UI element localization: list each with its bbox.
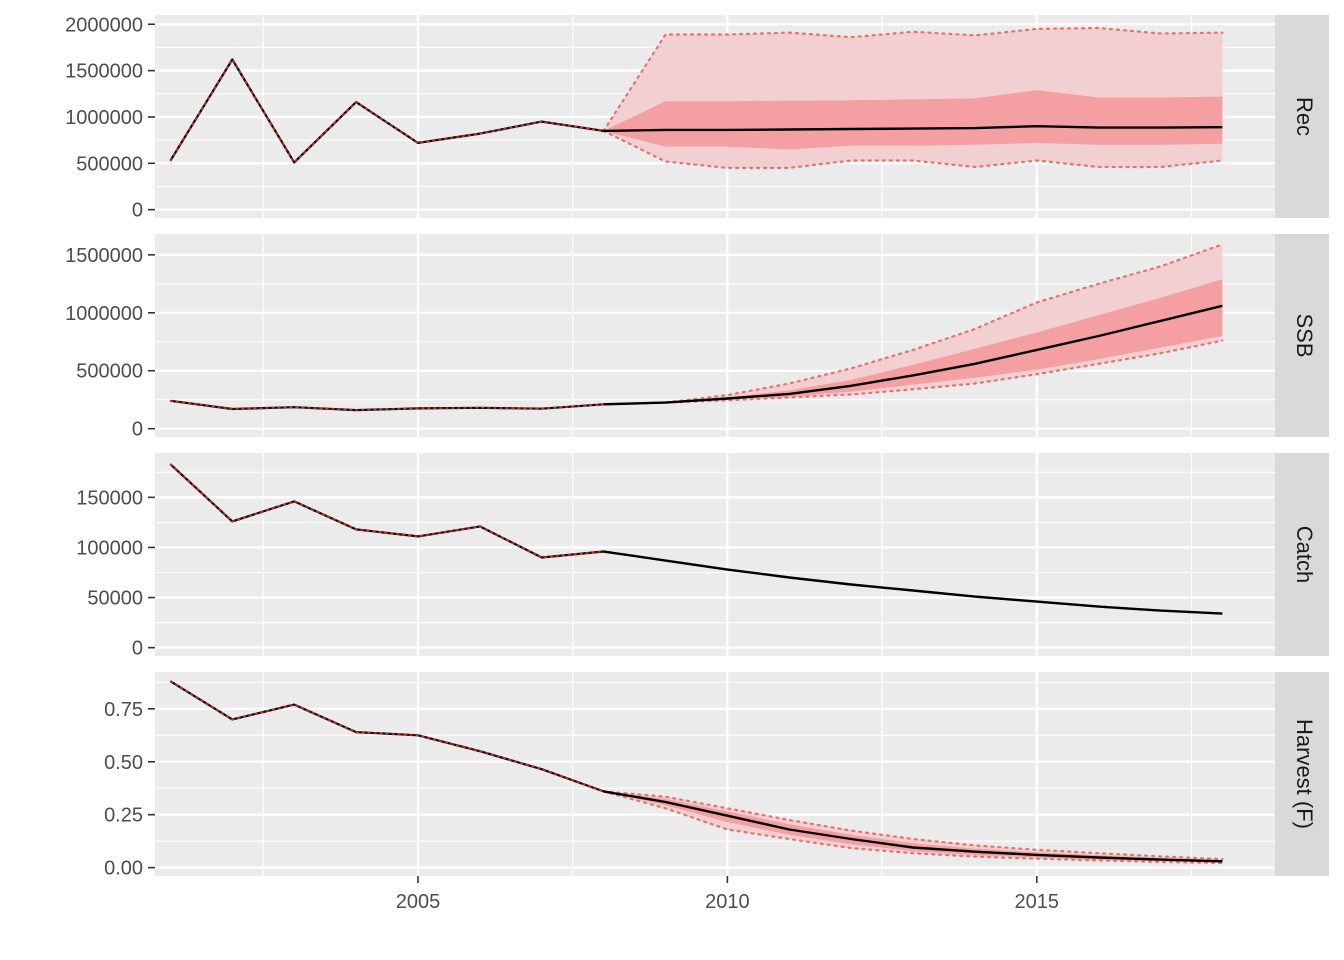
facet-strip (1275, 672, 1329, 876)
y-tick-label: 0.75 (104, 699, 143, 721)
y-tick-label: 100000 (76, 537, 143, 559)
historical-dotted-overlay (169, 57, 605, 164)
x-tick-label: 2005 (396, 891, 441, 913)
panel-ssb: 0 500000 1000000 1500000 SSB (65, 234, 1329, 441)
y-tick-label: 1000000 (65, 303, 143, 325)
historical-dotted-overlay (169, 400, 605, 411)
median-line (603, 550, 1223, 615)
facet-strip-label: Rec (1292, 97, 1317, 136)
historical-dotted-overlay (169, 680, 605, 793)
panel-harvest-f: 0.00 0.25 0.50 0.75 Harvest (F) (104, 672, 1329, 880)
historical-dotted-overlay (169, 463, 605, 559)
y-tick-label: 0.50 (104, 752, 143, 774)
y-tick-label: 0 (132, 419, 143, 441)
inner-band (603, 90, 1223, 150)
x-tick-label: 2015 (1015, 891, 1060, 913)
y-tick-label: 1500000 (65, 61, 143, 83)
panel-catch: 0 50000 100000 150000 Catch (76, 453, 1329, 660)
outer-upper-dotted-line (602, 243, 1224, 406)
y-tick-label: 2000000 (65, 14, 143, 36)
y-tick-label: 1000000 (65, 107, 143, 129)
y-tick-label: 500000 (76, 361, 143, 383)
median-line (603, 790, 1223, 863)
median-line (603, 125, 1223, 133)
facet-strip (1275, 453, 1329, 656)
facet-strip (1275, 234, 1329, 437)
y-tick-label: 50000 (87, 588, 143, 610)
facet-strip-label: SSB (1292, 313, 1317, 357)
y-tick-label: 1500000 (65, 245, 143, 267)
y-tick-label: 150000 (76, 487, 143, 509)
y-tick-label: 500000 (76, 153, 143, 175)
x-tick-label: 2010 (705, 891, 750, 913)
outer-lower-dotted-line (602, 129, 1224, 169)
outer-lower-dotted-line (602, 790, 1224, 865)
y-tick-label: 0 (132, 638, 143, 660)
facet-strip (1275, 15, 1329, 218)
panel-background (155, 453, 1275, 656)
outer-upper-dotted-line (602, 790, 1224, 861)
outer-lower-dotted-line (602, 339, 1224, 406)
facet-strip-label: Catch (1292, 526, 1317, 583)
facet-strip-label: Harvest (F) (1292, 719, 1317, 829)
panel-rec: 0 500000 1000000 1500000 2000000 Rec (65, 14, 1329, 222)
median-line (603, 304, 1223, 406)
outer-upper-dotted-line (602, 26, 1224, 132)
panel-background (155, 672, 1275, 876)
y-tick-label: 0.00 (104, 858, 143, 880)
inner-band (603, 279, 1223, 405)
y-tick-label: 0.25 (104, 805, 143, 827)
y-tick-label: 0 (132, 200, 143, 222)
